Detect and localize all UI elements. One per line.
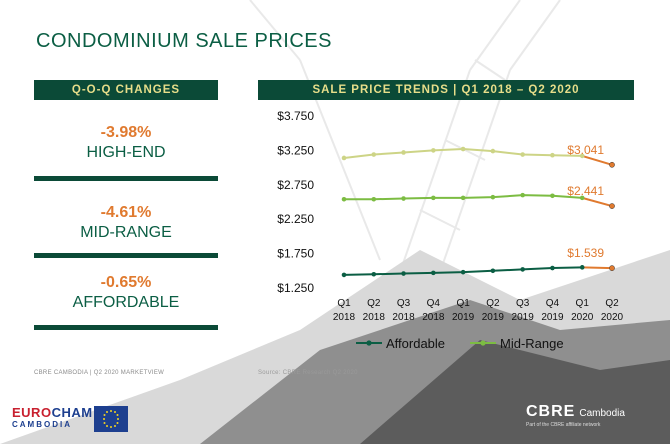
- series-1-last-segment: [581, 154, 613, 166]
- cbre-logo: CBRE Cambodia Part of the CBRE affiliate …: [526, 404, 625, 428]
- x-tick-label: 2020: [571, 312, 594, 323]
- series-1-point: [520, 152, 525, 157]
- footer-source: Source: CBRE Research Q2 2020: [258, 370, 358, 376]
- qoq-affordable: -0.65% AFFORDABLE: [34, 274, 218, 312]
- y-tick-label: $1.250: [277, 281, 314, 295]
- x-tick-label: Q1: [456, 298, 470, 309]
- eu-flag-icon: [94, 406, 128, 432]
- x-tick-label: 2019: [512, 312, 535, 323]
- x-tick-label: 2019: [541, 312, 564, 323]
- affordable-point: [341, 272, 347, 278]
- cbre-logo-name: CBRE: [526, 403, 576, 420]
- mid-range-point: [460, 195, 466, 201]
- x-tick-label: 2018: [363, 312, 386, 323]
- legend-mid-range-label: Mid-Range: [500, 336, 564, 351]
- x-tick-label: Q1: [576, 298, 590, 309]
- series-1-point: [401, 150, 406, 155]
- eurocham-logo-cambodia: CAMBODIA: [12, 420, 72, 429]
- affordable-point: [460, 269, 466, 275]
- qoq-affordable-label: AFFORDABLE: [72, 294, 180, 311]
- eurocham-logo-euro: EURO: [12, 405, 52, 420]
- page-title: CONDOMINIUM SALE PRICES: [36, 30, 332, 52]
- affordable-point: [431, 270, 436, 276]
- x-tick-label: Q4: [546, 298, 560, 309]
- x-tick-label: Q3: [516, 298, 530, 309]
- qoq-mid-range: -4.61% MID-RANGE: [34, 204, 218, 242]
- qoq-high-end: -3.98% HIGH-END: [34, 124, 218, 162]
- x-tick-label: Q2: [486, 298, 500, 309]
- series-1-point: [579, 153, 585, 159]
- y-tick-label: $1.750: [277, 247, 314, 261]
- qoq-mid-range-label: MID-RANGE: [80, 224, 172, 241]
- eurocham-logo-cham: CHAM: [51, 405, 93, 420]
- mid-range-point: [579, 195, 585, 201]
- series-1-point: [490, 148, 496, 154]
- x-tick-label: 2019: [482, 312, 505, 323]
- legend-affordable-marker: [366, 340, 372, 346]
- affordable-point: [550, 265, 555, 271]
- affordable-end-label: $1.539: [567, 246, 604, 260]
- x-tick-label: Q1: [337, 298, 351, 309]
- x-tick-label: 2018: [422, 312, 445, 323]
- qoq-affordable-percent: -0.65%: [100, 274, 152, 291]
- affordable-point: [579, 265, 585, 270]
- y-tick-label: $2.750: [277, 178, 314, 192]
- cbre-logo-tagline: Part of the CBRE affiliate network: [526, 422, 601, 428]
- qoq-high-end-percent: -3.98%: [100, 124, 152, 141]
- series-1-point: [460, 146, 466, 152]
- divider: [34, 176, 218, 181]
- chart-header: SALE PRICE TRENDS | Q1 2018 – Q2 2020: [258, 80, 634, 100]
- affordable-point: [371, 271, 377, 277]
- qoq-header: Q-O-Q CHANGES: [34, 80, 218, 100]
- y-tick-label: $2.250: [277, 212, 314, 226]
- affordable-point: [609, 265, 615, 271]
- mid-range-point: [490, 194, 496, 200]
- series-1-point: [609, 161, 615, 168]
- legend-mid-range-marker: [480, 340, 486, 346]
- affordable-point: [490, 268, 496, 274]
- eurocham-logo: EUROCHAM CAMBODIA: [12, 406, 93, 429]
- mid-range-point: [550, 193, 555, 199]
- mid-range-point: [431, 195, 436, 201]
- mid-range-point: [401, 196, 406, 201]
- x-tick-label: Q2: [605, 298, 619, 309]
- x-tick-label: 2019: [452, 312, 475, 323]
- affordable-point: [520, 267, 525, 272]
- divider: [34, 325, 218, 330]
- mid-range-point: [520, 192, 525, 198]
- cbre-logo-office: Cambodia: [579, 408, 625, 419]
- legend-affordable-label: Affordable: [386, 336, 445, 351]
- mid-range-point: [371, 196, 377, 202]
- y-tick-label: $3.250: [277, 143, 314, 157]
- x-tick-label: Q2: [367, 298, 381, 309]
- x-tick-label: 2020: [601, 312, 624, 323]
- series-1-end-label: $3.041: [567, 143, 604, 157]
- series-1-point: [550, 152, 555, 158]
- affordable-last-segment: [582, 266, 613, 270]
- affordable-point: [401, 271, 406, 276]
- series-1-point: [341, 155, 347, 161]
- x-tick-label: 2018: [392, 312, 415, 323]
- qoq-high-end-label: HIGH-END: [86, 144, 166, 161]
- y-tick-label: $3.750: [277, 109, 314, 123]
- mid-range-point: [609, 203, 615, 209]
- mid-range-end-label: $2.441: [567, 184, 604, 198]
- footer-report: CBRE CAMBODIA | Q2 2020 MARKETVIEW: [34, 370, 165, 376]
- x-tick-label: Q3: [397, 298, 411, 309]
- qoq-mid-range-percent: -4.61%: [100, 204, 152, 221]
- x-tick-label: Q4: [427, 298, 441, 309]
- divider: [34, 253, 218, 258]
- mid-range-last-segment: [581, 196, 613, 208]
- series-1-point: [431, 148, 436, 153]
- series-1-point: [371, 152, 377, 157]
- x-tick-label: 2018: [333, 312, 356, 323]
- mid-range-point: [341, 196, 347, 202]
